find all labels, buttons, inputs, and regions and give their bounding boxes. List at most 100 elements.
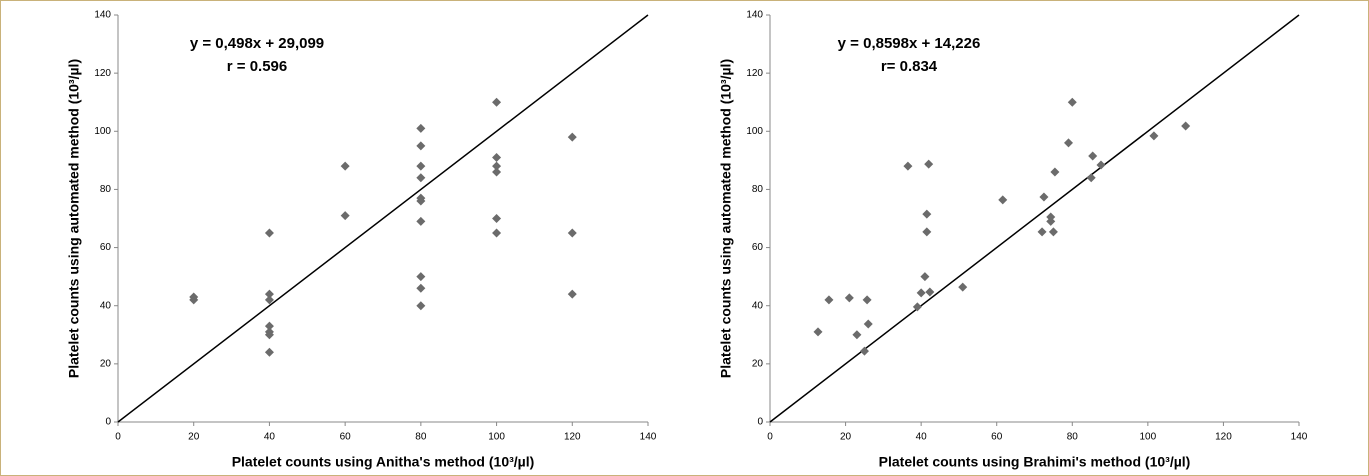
x-tick-label: 40 (916, 432, 928, 443)
point (844, 293, 854, 303)
point (1088, 151, 1098, 161)
x-tick-label: 60 (340, 432, 352, 443)
point (1149, 131, 1159, 141)
y-tick-label: 120 (94, 68, 111, 79)
x-tick-label: 0 (115, 432, 121, 443)
x-tick-label: 60 (991, 432, 1003, 443)
point (416, 216, 426, 226)
point (1096, 160, 1106, 170)
point (922, 227, 932, 237)
point (416, 301, 426, 311)
x-tick-label: 120 (564, 432, 581, 443)
point (813, 327, 823, 337)
point (492, 152, 502, 162)
point (264, 289, 274, 299)
y-tick-label: 40 (752, 300, 764, 311)
point (416, 272, 426, 282)
y-tick-label: 60 (752, 242, 764, 253)
y-tick-label: 20 (100, 358, 112, 369)
point (1181, 121, 1191, 131)
point (1064, 138, 1074, 148)
point (824, 295, 834, 305)
point (492, 97, 502, 107)
y-tick-label: 60 (100, 242, 112, 253)
point (924, 159, 934, 169)
y-tick-label: 40 (100, 300, 112, 311)
annotation: r = 0.596 (227, 58, 287, 75)
y-tick-label: 20 (752, 358, 764, 369)
x-tick-label: 20 (188, 432, 200, 443)
reference-line (117, 14, 649, 423)
point (416, 161, 426, 171)
point (1086, 173, 1096, 183)
point (416, 141, 426, 151)
x-tick-label: 100 (488, 432, 505, 443)
point (1048, 227, 1058, 237)
x-tick-label: 120 (1215, 432, 1232, 443)
point (859, 346, 869, 356)
y-tick-label: 120 (746, 68, 763, 79)
reference-line (769, 14, 1300, 423)
point (416, 283, 426, 293)
point (264, 228, 274, 238)
x-axis-title: Platelet counts using Brahimi's method (… (879, 454, 1191, 470)
point (1050, 167, 1060, 177)
point (340, 161, 350, 171)
y-axis-title: Platelet counts using automated method (… (718, 59, 734, 378)
point (862, 295, 872, 305)
point (920, 272, 930, 282)
y-tick-label: 140 (746, 10, 763, 21)
point (567, 132, 577, 142)
point (998, 195, 1008, 205)
x-tick-label: 80 (415, 432, 427, 443)
point (340, 211, 350, 221)
point (922, 209, 932, 219)
point (1046, 216, 1056, 226)
point (916, 288, 926, 298)
point (492, 161, 502, 171)
y-tick-label: 0 (105, 417, 111, 428)
x-tick-label: 140 (1291, 432, 1308, 443)
point (264, 295, 274, 305)
point (1037, 227, 1047, 237)
annotation: r= 0.834 (881, 58, 938, 75)
point (903, 161, 913, 171)
x-tick-label: 80 (1067, 432, 1079, 443)
point (416, 123, 426, 133)
point (492, 167, 502, 177)
point (189, 292, 199, 302)
x-tick-label: 20 (840, 432, 852, 443)
point (264, 330, 274, 340)
y-tick-label: 140 (94, 10, 111, 21)
y-tick-label: 80 (752, 184, 764, 195)
annotation: y = 0,8598x + 14,226 (838, 35, 981, 52)
point (912, 302, 922, 312)
point (492, 228, 502, 238)
point (1067, 97, 1077, 107)
x-tick-label: 100 (1140, 432, 1157, 443)
point (863, 319, 873, 329)
y-axis-title: Platelet counts using automated method (… (66, 59, 82, 378)
annotation: y = 0,498x + 29,099 (190, 35, 324, 52)
point (567, 289, 577, 299)
y-tick-label: 100 (746, 126, 763, 137)
point (958, 282, 968, 292)
point (852, 330, 862, 340)
y-tick-label: 100 (94, 126, 111, 137)
x-axis-title: Platelet counts using Anitha's method (1… (232, 454, 535, 470)
y-tick-label: 80 (100, 184, 112, 195)
point (567, 228, 577, 238)
point (264, 321, 274, 331)
point (264, 347, 274, 357)
x-tick-label: 40 (264, 432, 276, 443)
point (416, 196, 426, 206)
point (925, 287, 935, 297)
point (492, 214, 502, 223)
point (416, 173, 426, 183)
point (1039, 192, 1049, 202)
y-tick-label: 0 (757, 417, 763, 428)
x-tick-label: 140 (640, 432, 657, 443)
x-tick-label: 0 (767, 432, 773, 443)
